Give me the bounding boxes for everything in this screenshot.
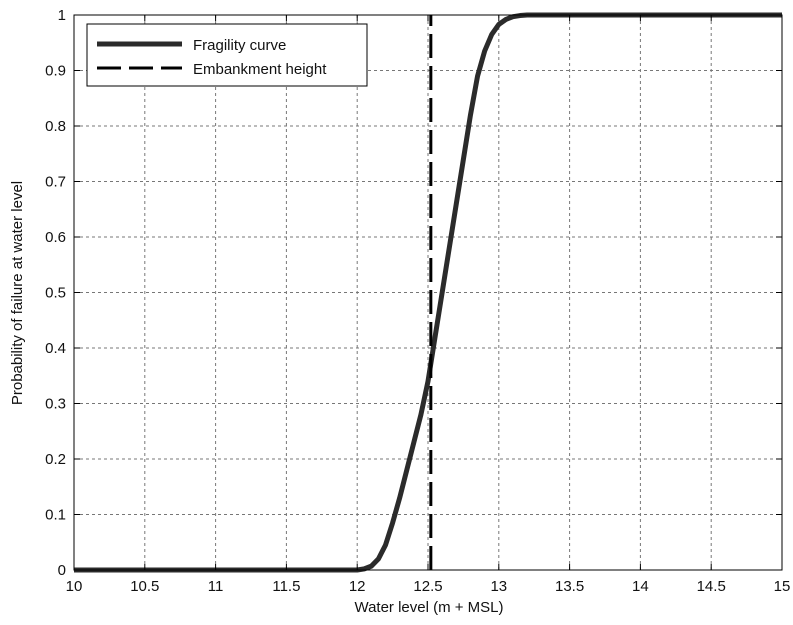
x-tick-label: 11 bbox=[208, 578, 224, 595]
y-tick-label: 0 bbox=[58, 562, 66, 579]
x-tick-label: 13 bbox=[490, 578, 507, 595]
x-tick-label: 12 bbox=[349, 578, 366, 595]
x-tick-label: 13.5 bbox=[555, 578, 584, 595]
y-tick-label: 0.3 bbox=[45, 396, 66, 413]
y-tick-label: 0.4 bbox=[45, 340, 66, 357]
y-axis-label: Probability of failure at water level bbox=[9, 181, 26, 405]
y-tick-label: 0.7 bbox=[45, 174, 66, 191]
x-axis-label: Water level (m + MSL) bbox=[354, 599, 503, 616]
fragility-curve-line bbox=[74, 12, 782, 573]
y-tick-label: 0.2 bbox=[45, 451, 66, 468]
axis-labels: Water level (m + MSL) Probability of fai… bbox=[9, 181, 504, 616]
series-layer bbox=[74, 12, 782, 573]
tick-labels: 10 10.5 11 11.5 12 12.5 13 13.5 14 14.5 1500.10.20… bbox=[45, 7, 790, 595]
x-tick-label: 15 bbox=[774, 578, 791, 595]
x-tick-label: 14 bbox=[632, 578, 649, 595]
grid bbox=[74, 15, 782, 570]
x-tick-label: 11.5 bbox=[272, 578, 300, 595]
x-tick-label: 10 bbox=[66, 578, 83, 595]
legend-label-embankment: Embankment height bbox=[193, 61, 327, 78]
y-tick-label: 0.9 bbox=[45, 63, 66, 80]
legend: Fragility curve Embankment height bbox=[86, 23, 368, 87]
x-tick-label: 10.5 bbox=[130, 578, 159, 595]
legend-label-fragility: Fragility curve bbox=[193, 37, 286, 54]
y-tick-label: 0.1 bbox=[45, 507, 66, 524]
y-tick-label: 1 bbox=[58, 7, 66, 24]
y-tick-label: 0.6 bbox=[45, 229, 66, 246]
y-tick-label: 0.5 bbox=[45, 285, 66, 302]
legend-box bbox=[86, 23, 368, 87]
y-tick-label: 0.8 bbox=[45, 118, 66, 135]
plot-frame bbox=[73, 14, 783, 571]
x-tick-label: 14.5 bbox=[697, 578, 726, 595]
x-tick-label: 12.5 bbox=[413, 578, 442, 595]
